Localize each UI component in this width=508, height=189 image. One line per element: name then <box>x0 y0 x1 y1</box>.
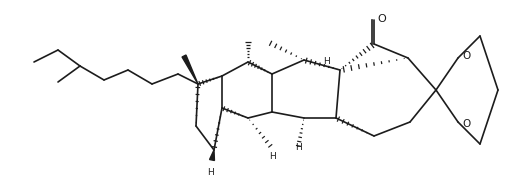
Text: H: H <box>323 57 329 67</box>
Text: O: O <box>462 51 470 61</box>
Text: H: H <box>295 143 301 153</box>
Text: H: H <box>269 152 275 161</box>
Text: O: O <box>462 119 470 129</box>
Text: O: O <box>377 14 386 24</box>
Text: H: H <box>207 168 213 177</box>
Polygon shape <box>209 150 214 160</box>
Polygon shape <box>182 55 198 84</box>
